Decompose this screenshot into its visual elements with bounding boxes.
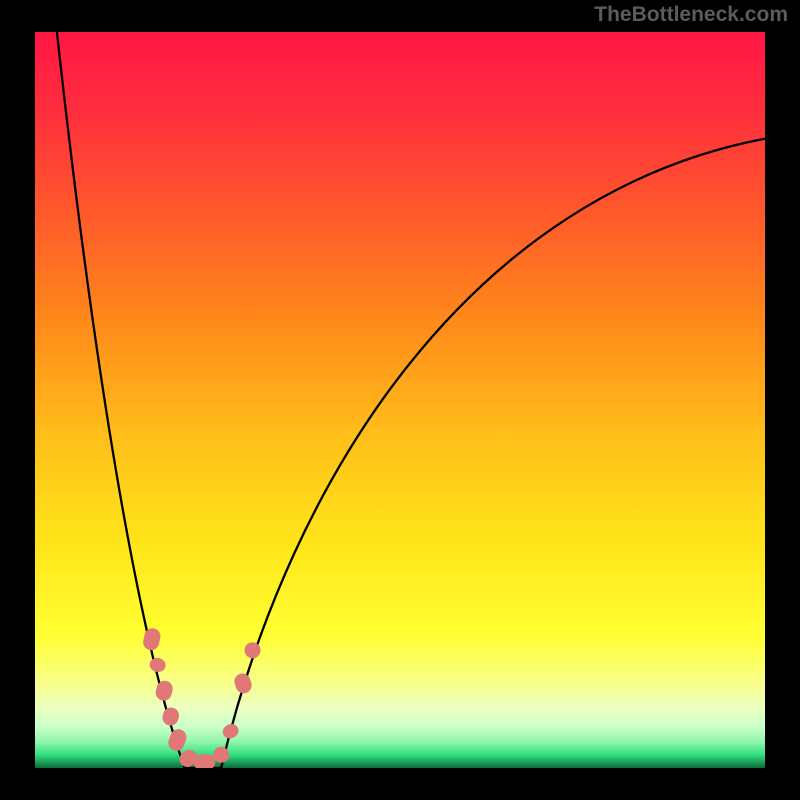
marker-point bbox=[148, 656, 167, 673]
chart-container: TheBottleneck.com bbox=[0, 0, 800, 800]
frame-left bbox=[0, 0, 35, 800]
marker-point bbox=[142, 627, 162, 652]
marker-point bbox=[154, 679, 174, 702]
watermark-text: TheBottleneck.com bbox=[594, 3, 788, 27]
frame-bottom bbox=[0, 768, 800, 800]
marker-point bbox=[232, 671, 253, 695]
marker-point bbox=[193, 754, 215, 770]
marker-point bbox=[221, 722, 241, 741]
marker-point bbox=[242, 640, 262, 660]
plot-svg bbox=[0, 0, 800, 800]
frame-right bbox=[765, 0, 800, 800]
bottleneck-curve bbox=[57, 32, 765, 768]
marker-point bbox=[166, 727, 189, 753]
marker-point bbox=[161, 706, 181, 728]
